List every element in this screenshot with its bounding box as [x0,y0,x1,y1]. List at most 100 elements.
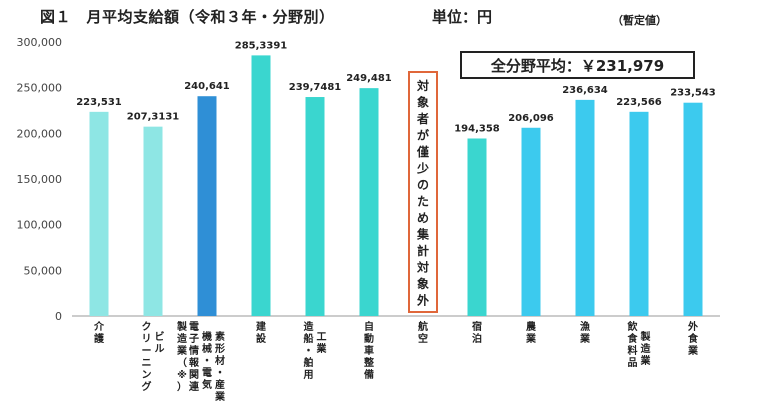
bar [251,55,271,316]
y-tick-label: 0 [55,310,62,323]
bar [197,96,217,316]
category-label: 業 [176,344,188,357]
category-label: ・ [304,346,314,357]
category-label: 車 [364,344,374,357]
provisional-note: （暫定値） [612,14,667,27]
category-label: ※ [177,369,187,381]
category-label: 業 [687,344,699,357]
category-label: 飲 [627,320,639,333]
category-label: 械 [202,342,212,355]
average-text: 全分野平均：￥231,979 [490,56,665,75]
category-label: 外 [687,320,698,333]
category-label: 用 [303,369,314,381]
category-label: 備 [364,368,374,381]
category-label: 舶 [304,356,314,369]
annotation-text: 象 [417,276,429,291]
data-label: 223,531 [76,97,122,108]
category-label: 介 [93,320,105,333]
category-label: 業 [525,332,537,345]
y-tick-label: 50,000 [24,264,63,277]
average-box: 全分野平均：￥231,979 [460,51,695,79]
category-label: 気 [201,378,212,391]
page-title: 図１ 月平均支給額（令和３年・分野別） [40,8,335,26]
bar [521,127,541,316]
bar [89,111,109,316]
bar [305,97,325,317]
y-tick-label: 100,000 [17,219,63,232]
annotation-text: た [417,195,429,209]
bar [467,138,487,316]
category-label: 関 [189,369,199,381]
data-label: 194,358 [454,123,500,134]
y-tick-label: 300,000 [17,36,63,49]
category-label: ・ [215,368,225,379]
annotation-box [408,71,438,313]
category-label: 泊 [472,332,482,345]
bar [629,111,649,316]
bar [575,99,595,316]
category-label: 電 [202,367,212,379]
category-label: 電 [189,321,199,333]
data-label: 240,641 [184,81,230,92]
category-label: 整 [363,356,374,369]
category-label: 報 [189,356,200,369]
category-label: 情 [189,344,199,357]
category-label: 形 [215,343,225,355]
category-label: ニ [142,358,152,369]
data-label: 236,634 [562,85,608,96]
category-label: 産 [215,378,225,391]
category-label: ビ [155,330,165,343]
annotation-text: が [417,128,429,143]
category-label: ン [142,370,152,381]
category-label: 自 [364,320,374,333]
y-tick-label: 200,000 [17,127,63,140]
unit-label: 単位：円 [432,8,493,26]
category-label: ・ [202,356,212,367]
annotation-text: 僅 [416,144,429,159]
category-label: 漁 [580,320,590,333]
bar [683,102,703,317]
category-label: 造 [177,332,188,345]
category-label: 動 [364,332,374,345]
category-label: 業 [640,354,652,367]
category-label: 素 [215,330,225,343]
category-label: ル [155,344,165,355]
annotation-text: 外 [417,293,429,308]
annotation-text: 者 [416,111,429,126]
category-label: 食 [627,332,639,345]
annotation-text: め [417,211,429,225]
category-label: 業 [579,332,591,345]
category-label: リ [142,333,152,345]
annotation-text: 計 [417,243,429,258]
category-label: 建 [255,320,267,333]
category-label: 材 [215,354,225,367]
category-label: 業 [316,342,328,355]
category-label: 造 [641,342,652,355]
category-label: ク [142,321,152,333]
data-label: 207,3131 [127,112,180,123]
annotation-text: 少 [416,161,429,176]
category-label: 連 [189,380,200,393]
bar [359,88,379,316]
bar [143,126,163,316]
annotation-text: 対 [416,78,429,93]
category-label: ー [142,346,152,357]
category-label: 造 [304,320,315,333]
category-label: 料 [628,344,638,357]
category-label: グ [142,380,152,393]
data-label: 249,481 [346,73,392,84]
annotation-text: 象 [417,95,429,110]
category-label: 航 [418,320,428,333]
data-label: 239,7481 [289,82,342,93]
category-label: 工 [317,332,327,343]
y-tick-label: 150,000 [17,173,63,186]
category-label: ） [177,380,187,393]
category-label: 品 [628,357,638,369]
category-label: 機 [202,330,212,343]
category-label: 製 [640,330,651,343]
data-label: 285,3391 [235,40,288,51]
annotation-text: 対 [416,260,429,275]
category-label: 製 [176,320,187,333]
category-label: 空 [418,332,428,345]
